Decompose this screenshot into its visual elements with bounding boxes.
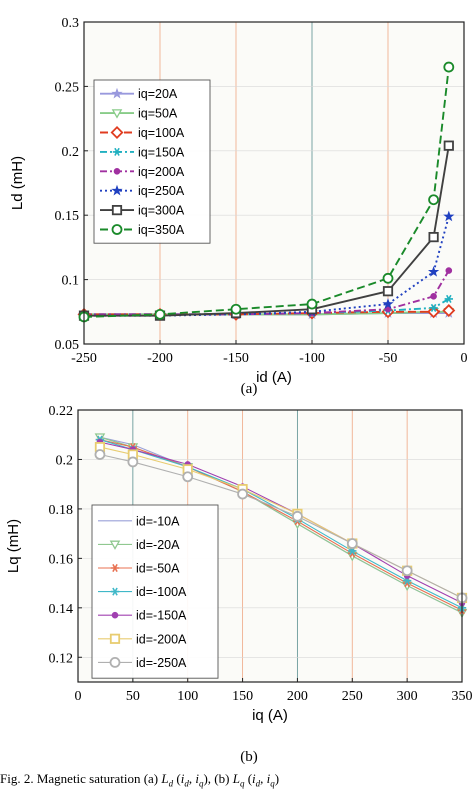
data-point-6-5 (346, 538, 358, 549)
data-point-3-6 (444, 294, 453, 303)
legend-marker-4 (113, 168, 121, 175)
data-point-6-1 (127, 456, 139, 468)
series-line-6 (99, 453, 463, 599)
data-point-7-4 (382, 272, 394, 284)
y-tick-label: 0.15 (55, 209, 80, 224)
y-tick-label: 0.1 (62, 274, 80, 289)
y-tick-label: 0.05 (55, 338, 80, 353)
legend-marker-2 (110, 126, 124, 139)
data-point-4-6 (445, 267, 453, 274)
legend-label-3: iq=150A (138, 145, 185, 159)
data-point-5-5 (427, 265, 440, 277)
legend-label-3: id=-100A (136, 585, 187, 599)
legend-marker-6 (111, 204, 123, 216)
data-point-6-6 (401, 565, 413, 577)
legend-label-0: id=-10A (136, 514, 180, 528)
y-axis-label: Ld (mH) (9, 156, 26, 210)
data-point-6-4 (382, 286, 394, 297)
data-point-5-6 (443, 210, 455, 222)
legend-label-5: iq=250A (138, 184, 185, 198)
legend-marker-0 (111, 87, 123, 99)
data-point-4-5 (430, 293, 437, 300)
x-tick-label: 200 (287, 689, 308, 704)
x-tick-label: -50 (379, 351, 398, 366)
y-tick-label: 0.2 (62, 145, 80, 160)
legend-label-2: iq=100A (138, 126, 185, 140)
x-tick-label: 0 (461, 351, 468, 366)
legend-marker-1 (109, 540, 121, 550)
data-point-1-0 (94, 433, 106, 443)
data-point-7-5 (428, 194, 440, 206)
subfigure-label-a: (a) (241, 381, 258, 397)
chart-lq: 0 50 100 150 200 250 300 350 0.12 0.14 0.16 0.18 0.2… (5, 404, 473, 724)
y-tick-label: 0.22 (49, 404, 74, 419)
legend-marker-1 (111, 109, 123, 119)
x-tick-label: 0 (75, 689, 82, 704)
x-tick-label: -250 (71, 351, 97, 366)
data-point-6-4 (292, 510, 303, 522)
legend-label-6: id=-250A (136, 656, 187, 670)
y-tick-label: 0.18 (49, 503, 74, 518)
data-point-3-5 (429, 303, 438, 312)
legend-label-1: iq=50A (138, 107, 178, 121)
y-tick-label: 0.12 (49, 651, 74, 666)
series-line-2 (99, 439, 463, 611)
series-line-4 (99, 441, 463, 604)
data-point-7-1 (154, 308, 166, 320)
legend-box (93, 79, 211, 244)
data-point-2-5 (427, 305, 441, 319)
legend-label-4: id=-150A (136, 609, 187, 623)
x-tick-label: 300 (397, 689, 418, 704)
legend: id=-10A id=-20A id=-50A id=-100A id=-150A id=… (91, 504, 219, 679)
data-point-6-3 (237, 488, 248, 500)
legend-label-1: id=-20A (136, 538, 180, 552)
figure-caption: Fig. 2. Magnetic saturation (a) Ld (id, … (0, 771, 280, 789)
subfigure-label-b: (b) (240, 749, 258, 765)
data-point-7-6 (443, 61, 455, 73)
legend-marker-3 (112, 147, 122, 156)
legend-marker-4 (111, 611, 119, 619)
legend-marker-7 (111, 224, 123, 235)
data-point-6-2 (182, 471, 194, 483)
data-point-7-3 (306, 298, 318, 310)
x-tick-label: 100 (177, 689, 198, 704)
data-point-5-4 (382, 298, 394, 309)
x-axis-label: iq (A) (252, 707, 288, 724)
legend-marker-3 (110, 587, 120, 596)
legend-label-7: iq=350A (138, 223, 185, 237)
data-point-6-0 (94, 449, 106, 460)
legend-label-5: id=-200A (136, 632, 187, 646)
x-tick-label: -200 (147, 351, 173, 366)
x-tick-label: -150 (223, 351, 249, 366)
plot-frame (83, 21, 465, 345)
legend-label-2: id=-50A (136, 562, 180, 576)
x-tick-label: 50 (126, 689, 140, 704)
legend-label-0: iq=20A (138, 87, 178, 101)
x-tick-label: 350 (452, 689, 473, 704)
data-point-2-6 (442, 304, 456, 317)
legend-label-4: iq=200A (138, 165, 185, 179)
legend-marker-6 (109, 657, 121, 668)
x-tick-label: 250 (342, 689, 363, 704)
y-tick-label: 0.25 (55, 80, 80, 95)
legend-marker-5 (111, 184, 123, 196)
y-tick-label: 0.2 (56, 453, 74, 468)
x-tick-label: 150 (232, 689, 253, 704)
y-tick-label: 0.16 (49, 552, 74, 567)
y-tick-label: 0.14 (49, 602, 74, 617)
y-tick-label: 0.3 (62, 16, 80, 31)
legend-marker-5 (109, 633, 121, 644)
x-axis-label: id (A) (256, 369, 292, 386)
chart-ld: -250 -200 -150 -100 -50 0 0.05 0.1 0.15 0.2 0.25 0.… (9, 16, 468, 386)
y-axis-label: Lq (mH) (5, 519, 22, 573)
data-point-6-5 (428, 231, 439, 243)
legend-marker-2 (110, 563, 120, 573)
data-point-7-2 (230, 303, 242, 315)
plot-frame (77, 409, 463, 683)
legend: iq=20A iq=50A iq=100A iq=150A iq=200A iq=250A… (93, 79, 211, 244)
data-point-6-6 (443, 140, 454, 151)
x-tick-label: -100 (299, 351, 325, 366)
legend-label-6: iq=300A (138, 204, 185, 218)
